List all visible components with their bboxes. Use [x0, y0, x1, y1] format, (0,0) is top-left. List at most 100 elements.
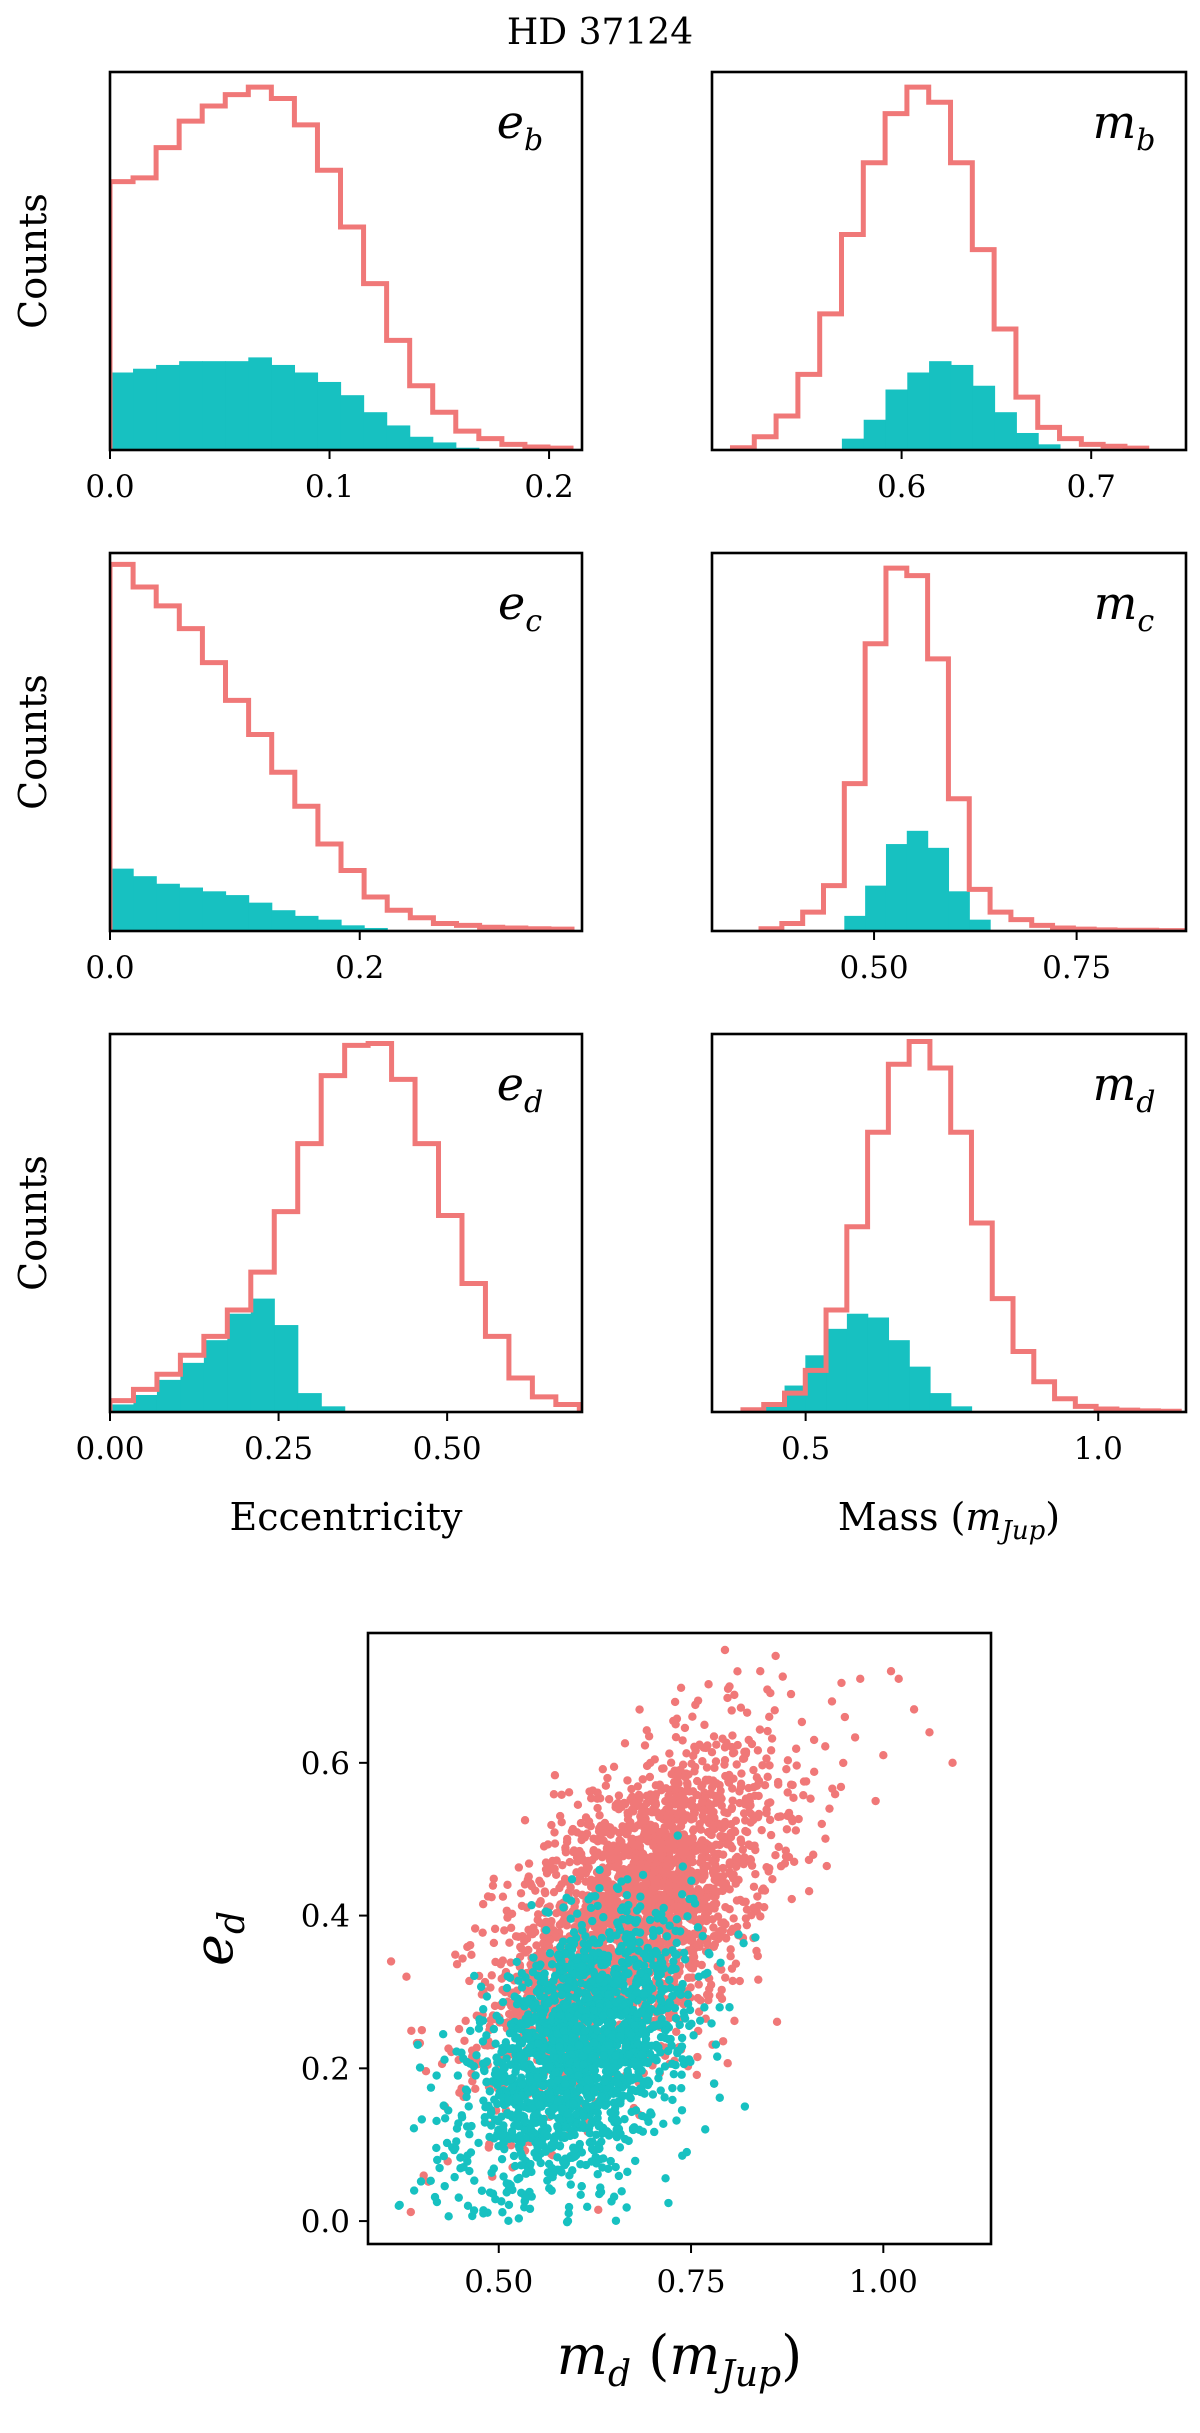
scatter-point — [553, 2029, 562, 2038]
scatter-point — [487, 2121, 496, 2130]
scatter-point — [573, 1800, 583, 1810]
scatter-point — [577, 1962, 587, 1971]
scatter-point — [631, 2156, 640, 2166]
scatter-point — [617, 2187, 626, 2196]
scatter-point — [498, 1956, 508, 1965]
scatter-point — [626, 2075, 635, 2084]
scatter-point — [677, 2106, 687, 2115]
scatter-point — [662, 1856, 672, 1866]
scatter-point — [604, 2164, 613, 2173]
scatter-point — [466, 2026, 475, 2036]
scatter-point — [717, 1918, 726, 1927]
scatter-point — [639, 1988, 648, 1998]
scatter-point — [611, 2051, 620, 2060]
scatter-point — [630, 1854, 640, 1863]
scatter-point — [679, 1796, 688, 1806]
scatter-point — [665, 1921, 674, 1930]
scatter-point — [516, 2019, 526, 2028]
scatter-point — [490, 2095, 499, 2104]
scatter-point — [705, 1991, 714, 2000]
x-tick-label: 0.00 — [75, 1431, 144, 1467]
scatter-point — [613, 1897, 622, 1906]
scatter-point — [541, 2147, 550, 2156]
scatter-point — [561, 2053, 571, 2062]
scatter-point — [588, 2053, 598, 2063]
scatter-point — [659, 2119, 668, 2129]
scatter-point — [760, 1780, 770, 1790]
scatter-point — [482, 2031, 491, 2040]
scatter-point — [740, 1747, 749, 1757]
scatter-point — [516, 1942, 525, 1952]
scatter-point — [710, 1904, 719, 1913]
scatter-point — [678, 1760, 688, 1769]
scatter-point — [479, 2209, 488, 2218]
y-tick-label: 0.2 — [301, 2051, 350, 2087]
scatter-point — [671, 1732, 681, 1742]
scatter-point — [611, 1954, 620, 1963]
scatter-point — [587, 1875, 596, 1884]
scatter-point — [641, 1973, 651, 1982]
scatter-point — [555, 2042, 564, 2052]
scatter-point — [765, 1815, 775, 1825]
scatter-point — [925, 1728, 934, 1737]
filled-bar — [202, 891, 227, 931]
scatter-point — [487, 2108, 496, 2117]
scatter-point — [350, 2065, 358, 2073]
scatter-point — [789, 1857, 799, 1867]
scatter-point — [527, 2118, 536, 2128]
scatter-point — [461, 2016, 470, 2026]
scatter-point — [711, 2040, 721, 2049]
scatter-point — [753, 1951, 762, 1961]
panel-label: eb — [497, 95, 543, 158]
panel-label: md — [1093, 1057, 1156, 1120]
scatter-point — [502, 2054, 511, 2063]
scatter-point — [692, 1776, 702, 1786]
scatter-point — [591, 1987, 600, 1996]
scatter-point — [569, 2099, 578, 2109]
scatter-point — [534, 2137, 543, 2147]
axes-frame — [710, 551, 1188, 933]
scatter-point — [630, 2021, 640, 2030]
scatter-point — [551, 1870, 561, 1880]
scatter-point — [616, 2032, 625, 2041]
scatter-point — [737, 1769, 746, 1778]
scatter-point — [599, 2154, 608, 2163]
scatter-point — [706, 1980, 716, 1989]
scatter-point — [683, 1884, 693, 1893]
scatter-point — [611, 2162, 620, 2172]
scatter-point — [787, 1813, 796, 1823]
scatter-point — [687, 1876, 696, 1885]
scatter-point — [688, 1834, 697, 1843]
scatter-point — [754, 1901, 763, 1911]
filled-bar — [763, 1404, 786, 1412]
scatter-point — [566, 1896, 576, 1906]
scatter-point — [482, 2057, 492, 2066]
filled-bar — [885, 844, 908, 931]
scatter-point — [506, 2075, 515, 2084]
scatter-point — [615, 2143, 625, 2152]
scatter-point — [432, 2143, 441, 2153]
scatter-point — [627, 1784, 636, 1794]
scatter-point — [510, 2161, 520, 2171]
scatter-point — [571, 2025, 580, 2034]
y-tick-label: 0.6 — [301, 1746, 350, 1782]
scatter-point — [543, 1986, 553, 1995]
scatter-point — [709, 2079, 719, 2088]
scatter-point — [505, 1938, 514, 1947]
scatter-point — [592, 1924, 601, 1934]
scatter-point — [894, 1674, 903, 1684]
scatter-point — [631, 1877, 640, 1886]
scatter-point — [716, 1792, 725, 1801]
scatter-point — [620, 1739, 630, 1748]
scatter-point — [611, 2130, 620, 2139]
scatter-point — [394, 2201, 403, 2211]
scatter-point — [718, 1863, 728, 1873]
scatter-plot-area — [350, 1645, 957, 2227]
scatter-point — [817, 1819, 826, 1829]
scatter-point — [551, 2068, 560, 2077]
scatter-point — [505, 2044, 514, 2053]
scatter-point — [688, 1826, 698, 1835]
scatter-point — [709, 1923, 718, 1932]
scatter-point — [470, 2176, 479, 2185]
scatter-point — [595, 1865, 604, 1875]
